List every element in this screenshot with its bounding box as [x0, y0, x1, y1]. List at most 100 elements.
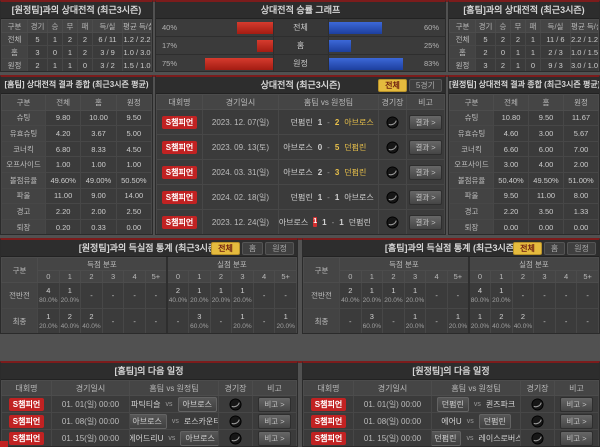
goals-cell: -: [446, 282, 470, 309]
stadium-icon[interactable]: [229, 414, 242, 428]
row-label: 전체: [1, 32, 28, 46]
stadium-icon[interactable]: [531, 397, 544, 411]
col-header-teams: 홈팀 vs 원정팀: [129, 380, 219, 396]
draw-value: 1: [62, 45, 78, 59]
games-value: 2: [27, 58, 48, 71]
competition-cell: S챔피언: [1, 412, 52, 430]
result-button[interactable]: 결과 >: [409, 164, 442, 180]
goals-row: 전반전 4 80.0% 1 20.0% - - - - 2 40.0% 1 20.0% …: [1, 282, 297, 309]
match-datetime: 01. 01(일) 00:00: [51, 395, 130, 413]
goals-row-label: 최종: [303, 308, 340, 333]
goals-tab[interactable]: 전체: [513, 242, 542, 255]
col-header-type: 구분: [1, 19, 28, 33]
conceded-cell: -: [576, 308, 599, 333]
win-value: 1: [47, 58, 63, 71]
stadium-icon[interactable]: [229, 431, 242, 445]
bin-header: 1: [490, 270, 513, 283]
col-header-type: 구분: [303, 257, 340, 283]
note-button[interactable]: 비고 >: [258, 430, 291, 446]
stadium-cell: [520, 395, 555, 413]
goals-tab[interactable]: 전체: [211, 242, 240, 255]
vs-label: vs: [466, 417, 474, 425]
col-header-type: 구분: [449, 19, 476, 33]
panel-title-text: 상대전적 (최근3시즌): [260, 80, 341, 90]
h2h-tab[interactable]: 5경기: [408, 79, 442, 92]
stat-total: 1.00: [44, 156, 82, 173]
note-button[interactable]: 비고 >: [258, 396, 291, 412]
match-teams: 아브로스 1 1 - 1 던펌린: [278, 209, 379, 234]
result-button[interactable]: 결과 >: [409, 214, 442, 230]
stat-away: 1.00: [115, 156, 152, 173]
stadium-icon[interactable]: [531, 431, 544, 445]
result-button[interactable]: 결과 >: [409, 114, 442, 130]
vs-label: vs: [171, 417, 179, 425]
stat-row: 퇴장 0.20 0.33 0.00: [1, 218, 152, 234]
h2h-tab[interactable]: 전체: [378, 79, 407, 92]
stat-row: 유효슈팅 4.20 3.67 5.00: [1, 125, 152, 142]
result-button[interactable]: 결과 >: [409, 139, 442, 155]
goals-tab[interactable]: 원정: [567, 242, 596, 255]
note-button[interactable]: 비고 >: [560, 413, 593, 429]
stadium-icon[interactable]: [386, 140, 399, 154]
conceded-group-header: 실점 분포: [165, 257, 297, 271]
stadium-icon[interactable]: [386, 115, 399, 129]
competition-badge: S챔피언: [161, 215, 198, 229]
avg-goals-value: 1.0 / 1.5: [570, 45, 599, 59]
goals-tab[interactable]: 홈: [543, 242, 566, 255]
bin-header: 2: [511, 270, 535, 283]
home-score: 2: [317, 167, 323, 177]
note-button[interactable]: 비고 >: [258, 413, 291, 429]
win-value: 2: [495, 58, 511, 71]
stat-total: 49.60%: [44, 171, 82, 189]
goals-tab[interactable]: 원정: [265, 242, 294, 255]
draw-value: 1: [510, 58, 526, 71]
note-button[interactable]: 비고 >: [560, 430, 593, 446]
stadium-icon[interactable]: [531, 414, 544, 428]
stat-total: 6.80: [44, 140, 82, 158]
stat-label: 슈팅: [449, 109, 494, 127]
col-header-note: 비고: [252, 380, 297, 396]
away-team-name: 로스카운티: [183, 416, 219, 426]
record-vs-home-table: 구분 경기 승 무 패 득/실 평균 득/실 전체 5 2 2 1 11 / 6…: [449, 19, 599, 71]
stat-label: 오프사이드: [449, 156, 494, 173]
stadium-icon[interactable]: [386, 165, 399, 179]
stadium-cell: [378, 159, 407, 185]
stat-away: 5.67: [563, 125, 599, 142]
bin-header: 2: [209, 270, 233, 283]
competition-cell: S챔피언: [1, 429, 52, 446]
stadium-icon[interactable]: [386, 190, 399, 204]
bin-header: 2: [80, 270, 103, 283]
match-date: 2024. 03. 31(일): [202, 159, 279, 185]
stadium-icon[interactable]: [229, 397, 242, 411]
note-cell: 비고 >: [252, 412, 297, 430]
stat-away: 1.33: [563, 203, 599, 220]
stat-away: 14.00: [115, 187, 152, 205]
score-separator: -: [327, 117, 330, 127]
competition-cell: S챔피언: [1, 395, 52, 413]
goals-row: 전반전 2 40.0% 1 20.0% 1 20.0% 1 20.0% - - 4 80.…: [303, 282, 599, 309]
match-datetime: 01. 08(일) 00:00: [51, 412, 130, 430]
stadium-icon[interactable]: [386, 215, 399, 229]
stadium-cell: [218, 412, 253, 430]
match-date: 2023. 12. 07(일): [202, 109, 279, 135]
stat-label: 코너킥: [449, 140, 494, 158]
col-header-draw: 무: [62, 19, 78, 33]
winrate-row: 40% 전체 60%: [156, 19, 445, 37]
col-header-type: 구분: [1, 257, 38, 283]
conceded-cell: -: [533, 308, 556, 333]
stat-total: 50.40%: [493, 171, 529, 189]
away-score: 3: [334, 167, 340, 177]
stat-home: 4.00: [528, 156, 564, 173]
away-team-name: 던펌린: [478, 413, 511, 429]
win-value: 0: [495, 45, 511, 59]
home-team-schedule-panel: [홈팀]의 다음 일정 대회명 경기일시 홈팀 vs 원정팀 경기장 비고 S챔…: [0, 361, 298, 447]
stat-home: 2.00: [80, 203, 117, 220]
stat-total: 2.20: [493, 203, 529, 220]
result-button[interactable]: 결과 >: [409, 189, 442, 205]
goals-cell: 1 20.0%: [58, 282, 82, 309]
note-button[interactable]: 비고 >: [560, 396, 593, 412]
goals-tab[interactable]: 홈: [241, 242, 264, 255]
stat-total: 0.20: [44, 218, 82, 234]
goals-cell: -: [144, 282, 168, 309]
stat-label: 오프사이드: [1, 156, 46, 173]
